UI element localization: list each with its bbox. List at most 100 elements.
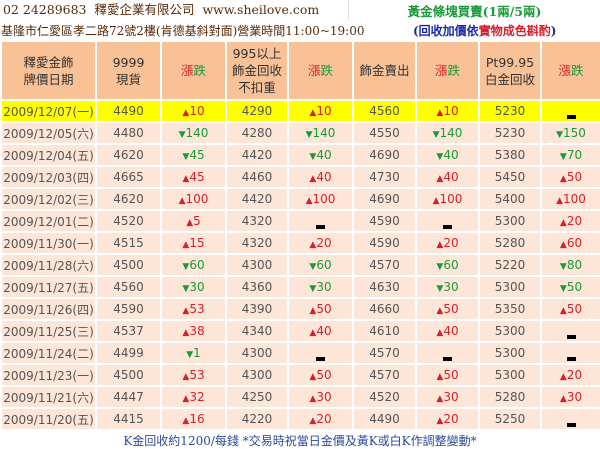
triangle-up-icon: ▲: [178, 196, 186, 206]
table-row: 2009/11/23(一) 4500 ▲53 4300 ▲50 4570 ▲50 5300 ▲2…: [0, 363, 600, 387]
triangle-up-icon: ▲: [559, 174, 567, 184]
header-date: 釋愛金飾 牌價日期: [0, 40, 97, 101]
cell-change-9999: ▲53: [160, 363, 227, 387]
triangle-down-icon: ▼: [559, 284, 567, 294]
cell-change-pt: ▲60: [540, 231, 600, 255]
change-header: 漲跌: [160, 40, 227, 101]
cell-date: 2009/11/23(一): [0, 363, 97, 387]
triangle-up-icon: ▲: [309, 416, 317, 426]
cell-change-recycle: ▼40: [287, 143, 354, 167]
flat-icon: [316, 356, 325, 361]
cell-price-pt: 5400: [478, 187, 542, 211]
cell-price-9999: 4500: [95, 253, 162, 277]
triangle-up-icon: ▲: [559, 218, 567, 228]
cell-change-9999: ▼140: [160, 121, 227, 145]
cell-change-sell: ▲40: [415, 165, 480, 189]
table-row: 2009/11/24(二) 4499 ▼1 4300 4570 5300: [0, 341, 600, 365]
cell-change-sell: [415, 341, 480, 365]
flat-icon: [443, 356, 452, 361]
cell-change-9999: ▲45: [160, 165, 227, 189]
cell-change-sell: ▼60: [415, 253, 480, 277]
triangle-down-icon: ▼: [559, 262, 567, 272]
cell-price-pt: 5300: [478, 275, 542, 299]
cell-change-9999: ▲16: [160, 407, 227, 431]
cell-change-9999: ▼45: [160, 143, 227, 167]
website-link[interactable]: www.sheilove.com: [202, 2, 320, 17]
triangle-up-icon: ▲: [182, 306, 190, 316]
triangle-up-icon: ▲: [309, 372, 317, 382]
cell-change-pt: ▼70: [540, 143, 600, 167]
triangle-up-icon: ▲: [182, 108, 190, 118]
address-bar: 基隆市仁愛區孝二路72號2樓(肯德基斜對面)營業時間11:00~19:00 (回…: [0, 20, 600, 40]
cell-price-recycle: 4250: [225, 385, 289, 409]
triangle-up-icon: ▲: [436, 416, 444, 426]
table-row: 2009/12/04(五) 4620 ▼45 4420 ▼40 4690 ▼40 5380 ▼7…: [0, 143, 600, 167]
address: 基隆市仁愛區孝二路72號2樓(肯德基斜對面)營業時間11:00~19:00: [1, 23, 365, 38]
phone: 02 24289683: [3, 2, 87, 17]
triangle-up-icon: ▲: [559, 240, 567, 250]
cell-date: 2009/11/24(二): [0, 341, 97, 365]
triangle-up-icon: ▲: [309, 306, 317, 316]
cell-price-recycle: 4420: [225, 187, 289, 211]
cell-change-recycle: [287, 341, 354, 365]
flat-icon: [443, 224, 452, 229]
cell-price-pt: 5280: [478, 231, 542, 255]
triangle-down-icon: ▼: [178, 130, 186, 140]
triangle-up-icon: ▲: [182, 328, 190, 338]
triangle-down-icon: ▼: [436, 262, 444, 272]
cell-price-sell: 4660: [352, 297, 417, 321]
header-pt: Pt99.95 白金回收: [478, 40, 542, 101]
triangle-down-icon: ▼: [436, 284, 444, 294]
cell-price-pt: 5300: [478, 319, 542, 343]
cell-price-sell: 4730: [352, 165, 417, 189]
cell-change-pt: ▲20: [540, 363, 600, 387]
recycle-note: (回收加價依實物成色斟酌): [413, 23, 557, 38]
cell-price-9999: 4620: [95, 143, 162, 167]
header-sell: 飾金賣出: [352, 40, 417, 101]
triangle-up-icon: ▲: [436, 108, 444, 118]
table-row: 2009/12/05(六) 4480 ▼140 4280 ▼140 4550 ▼140 523…: [0, 121, 600, 145]
cell-price-9999: 4515: [95, 231, 162, 255]
cell-date: 2009/11/30(一): [0, 231, 97, 255]
cell-date: 2009/11/20(五): [0, 407, 97, 431]
cell-date: 2009/12/04(五): [0, 143, 97, 167]
cell-change-9999: ▼60: [160, 253, 227, 277]
triangle-down-icon: ▼: [309, 262, 317, 272]
triangle-up-icon: ▲: [559, 394, 567, 404]
triangle-down-icon: ▼: [556, 130, 563, 140]
cell-change-recycle: ▲40: [287, 165, 354, 189]
cell-change-recycle: ▲50: [287, 297, 354, 321]
cell-price-9999: 4620: [95, 187, 162, 211]
cell-price-recycle: 4280: [225, 121, 289, 145]
cell-change-pt: ▲50: [540, 165, 600, 189]
cell-price-recycle: 4320: [225, 231, 289, 255]
cell-price-pt: 5300: [478, 363, 542, 387]
cell-price-sell: 4590: [352, 231, 417, 255]
triangle-up-icon: ▲: [182, 394, 190, 404]
cell-change-9999: ▲32: [160, 385, 227, 409]
cell-price-pt: 5300: [478, 341, 542, 365]
triangle-up-icon: ▲: [186, 218, 194, 228]
cell-price-sell: 4590: [352, 209, 417, 233]
flat-icon: [566, 422, 576, 427]
cell-price-pt: 5300: [478, 209, 542, 233]
triangle-up-icon: ▲: [556, 196, 563, 206]
change-header: 漲跌: [415, 40, 480, 101]
table-row: 2009/11/21(六) 4447 ▲32 4250 ▲30 4520 ▲30 5280 ▲3…: [0, 385, 600, 409]
header-9999: 9999 現貨: [95, 40, 162, 101]
cell-change-pt: ▲50: [540, 297, 600, 321]
triangle-down-icon: ▼: [309, 152, 317, 162]
cell-change-pt: [540, 319, 600, 343]
table-row: 2009/12/03(四) 4665 ▲45 4460 ▲40 4730 ▲40 5450 ▲5…: [0, 165, 600, 189]
cell-change-sell: ▼40: [415, 143, 480, 167]
triangle-up-icon: ▲: [309, 240, 317, 250]
cell-change-sell: ▲10: [415, 99, 480, 123]
cell-change-pt: [540, 341, 600, 365]
cell-price-pt: 5280: [478, 385, 542, 409]
triangle-down-icon: ▼: [559, 152, 567, 162]
cell-price-pt: 5230: [478, 121, 542, 145]
cell-price-recycle: 4300: [225, 363, 289, 387]
cell-price-9999: 4500: [95, 363, 162, 387]
table-row: 2009/11/20(五) 4415 ▲16 4220 ▲20 4490 ▲20 5250: [0, 407, 600, 431]
triangle-up-icon: ▲: [182, 372, 190, 382]
